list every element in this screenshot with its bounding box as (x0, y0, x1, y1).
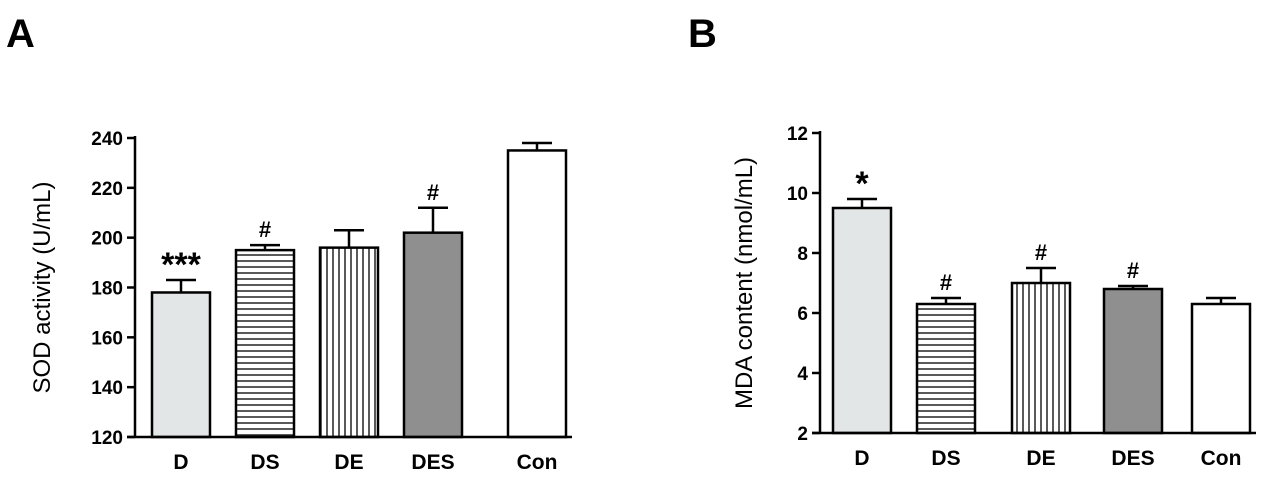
y-tick-label: 10 (787, 184, 808, 205)
bar-des (402, 231, 464, 439)
x-tick-label: D (173, 451, 188, 474)
chart-sod-activity: *** D # DS DE # DES Con 120 140 160 180 200 220 240 SOD… (29, 129, 572, 474)
y-tick-label: 220 (91, 179, 123, 200)
bar-de (1010, 281, 1072, 435)
y-tick-label: 200 (91, 229, 123, 250)
y-tick-label: 12 (787, 124, 808, 145)
y-tick-label: 6 (797, 304, 808, 325)
significance-marker: * (855, 165, 869, 203)
x-tick-label: DS (250, 451, 279, 474)
y-axis-label: MDA content (nmol/mL) (731, 157, 758, 409)
y-tick-label: 180 (91, 279, 123, 300)
significance-marker: *** (161, 246, 201, 284)
panel-letter-b: B (688, 12, 717, 56)
x-tick-label: DS (931, 447, 960, 470)
x-tick-label: DE (1026, 447, 1055, 470)
x-tick-label: DES (1111, 447, 1154, 470)
x-tick-label: DE (334, 451, 363, 474)
x-tick-label: Con (517, 451, 558, 474)
x-tick-label: Con (1201, 447, 1242, 470)
chart-mda-content: * D # DS # DE # DES Con 2 4 6 8 10 12 MDA content (nmol… (731, 124, 1256, 470)
y-tick-label: 2 (797, 424, 808, 445)
bar-ds (915, 302, 977, 435)
bar-des (1102, 287, 1164, 435)
significance-marker: # (1127, 258, 1139, 283)
bar-de (318, 246, 380, 439)
y-tick-label: 140 (91, 378, 123, 399)
significance-marker: # (940, 270, 952, 295)
y-tick-label: 120 (91, 428, 123, 449)
significance-marker: # (1035, 240, 1047, 265)
bar-d (831, 206, 893, 435)
y-tick-label: 4 (797, 364, 808, 385)
x-tick-label: D (854, 447, 869, 470)
y-tick-label: 160 (91, 328, 123, 349)
bar-con (506, 149, 568, 439)
y-axis-label: SOD activity (U/mL) (29, 181, 56, 393)
bar-ds (234, 248, 296, 439)
y-tick-label: 8 (797, 244, 808, 265)
bar-d (150, 291, 212, 439)
x-tick-label: DES (411, 451, 454, 474)
significance-marker: # (427, 180, 439, 205)
significance-marker: # (259, 217, 271, 242)
bar-con (1190, 302, 1252, 435)
y-tick-label: 240 (91, 129, 123, 150)
panel-letter-a: A (6, 12, 35, 56)
